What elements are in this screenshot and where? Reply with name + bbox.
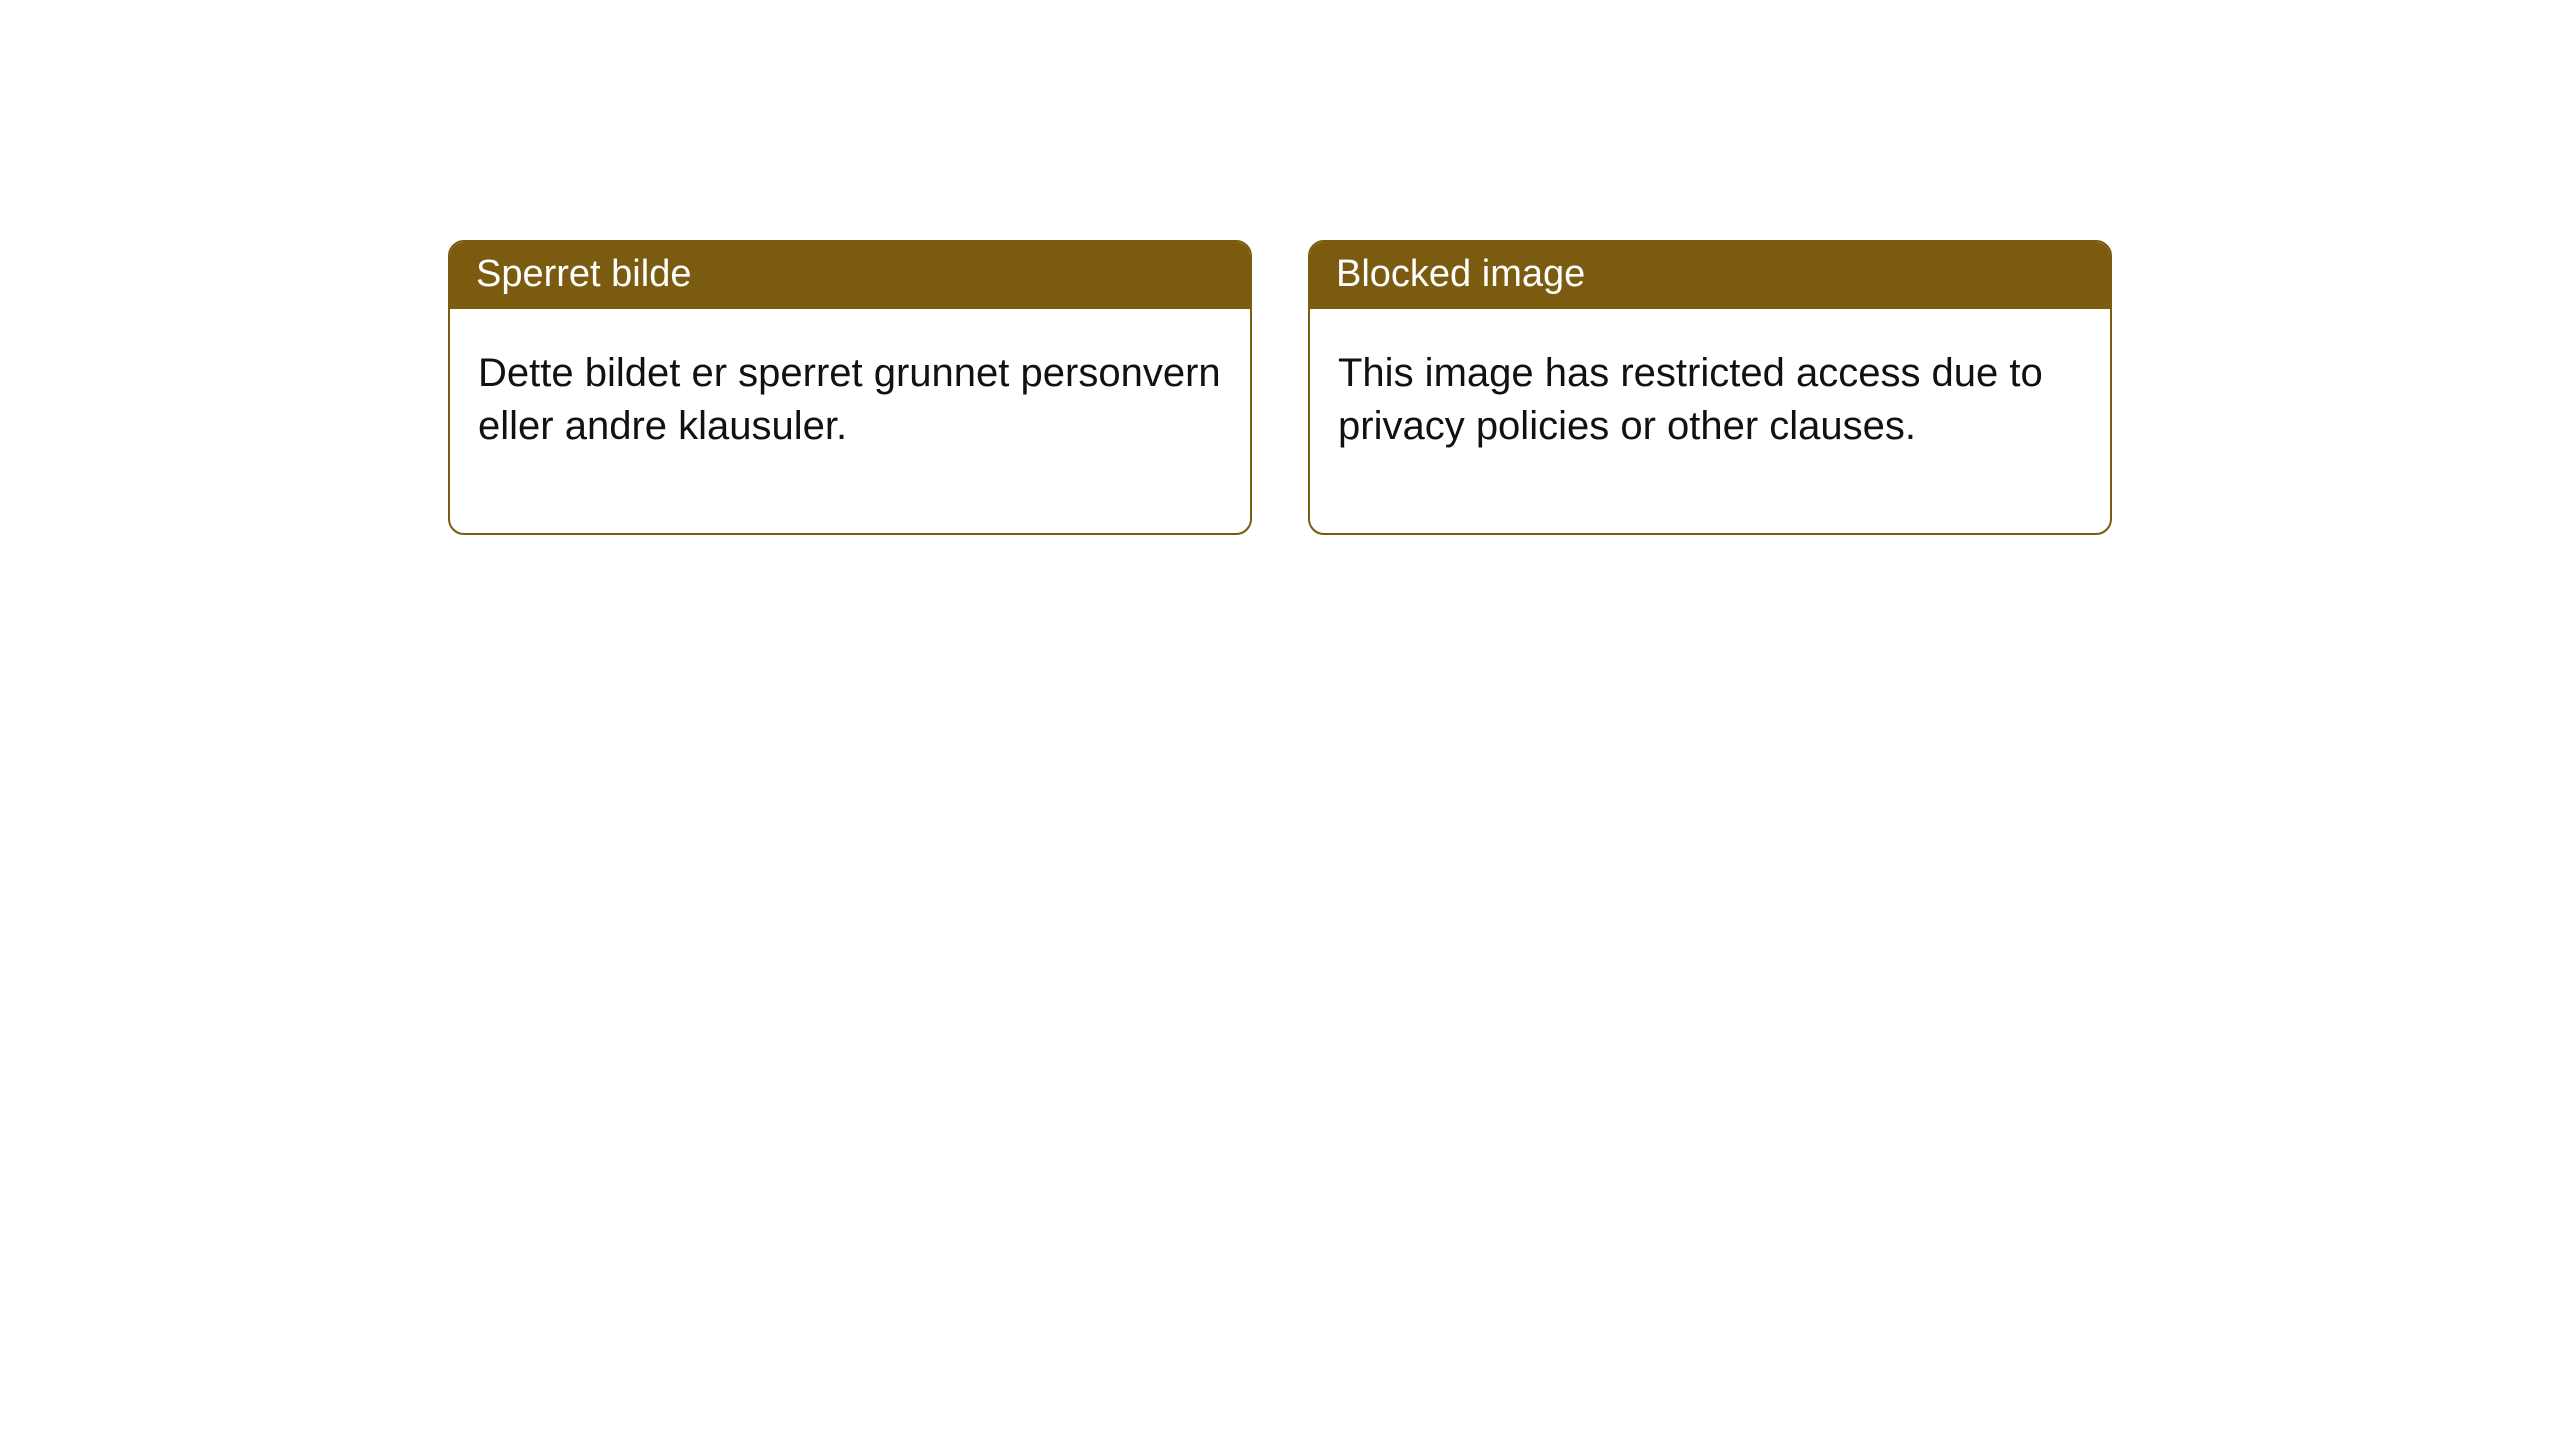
notice-card-body: Dette bildet er sperret grunnet personve… (450, 309, 1250, 533)
notice-card-en: Blocked image This image has restricted … (1308, 240, 2112, 535)
notice-card-header: Blocked image (1310, 242, 2110, 309)
notice-card-body: This image has restricted access due to … (1310, 309, 2110, 533)
notice-card-no: Sperret bilde Dette bildet er sperret gr… (448, 240, 1252, 535)
notice-cards-row: Sperret bilde Dette bildet er sperret gr… (0, 0, 2560, 535)
notice-card-header: Sperret bilde (450, 242, 1250, 309)
